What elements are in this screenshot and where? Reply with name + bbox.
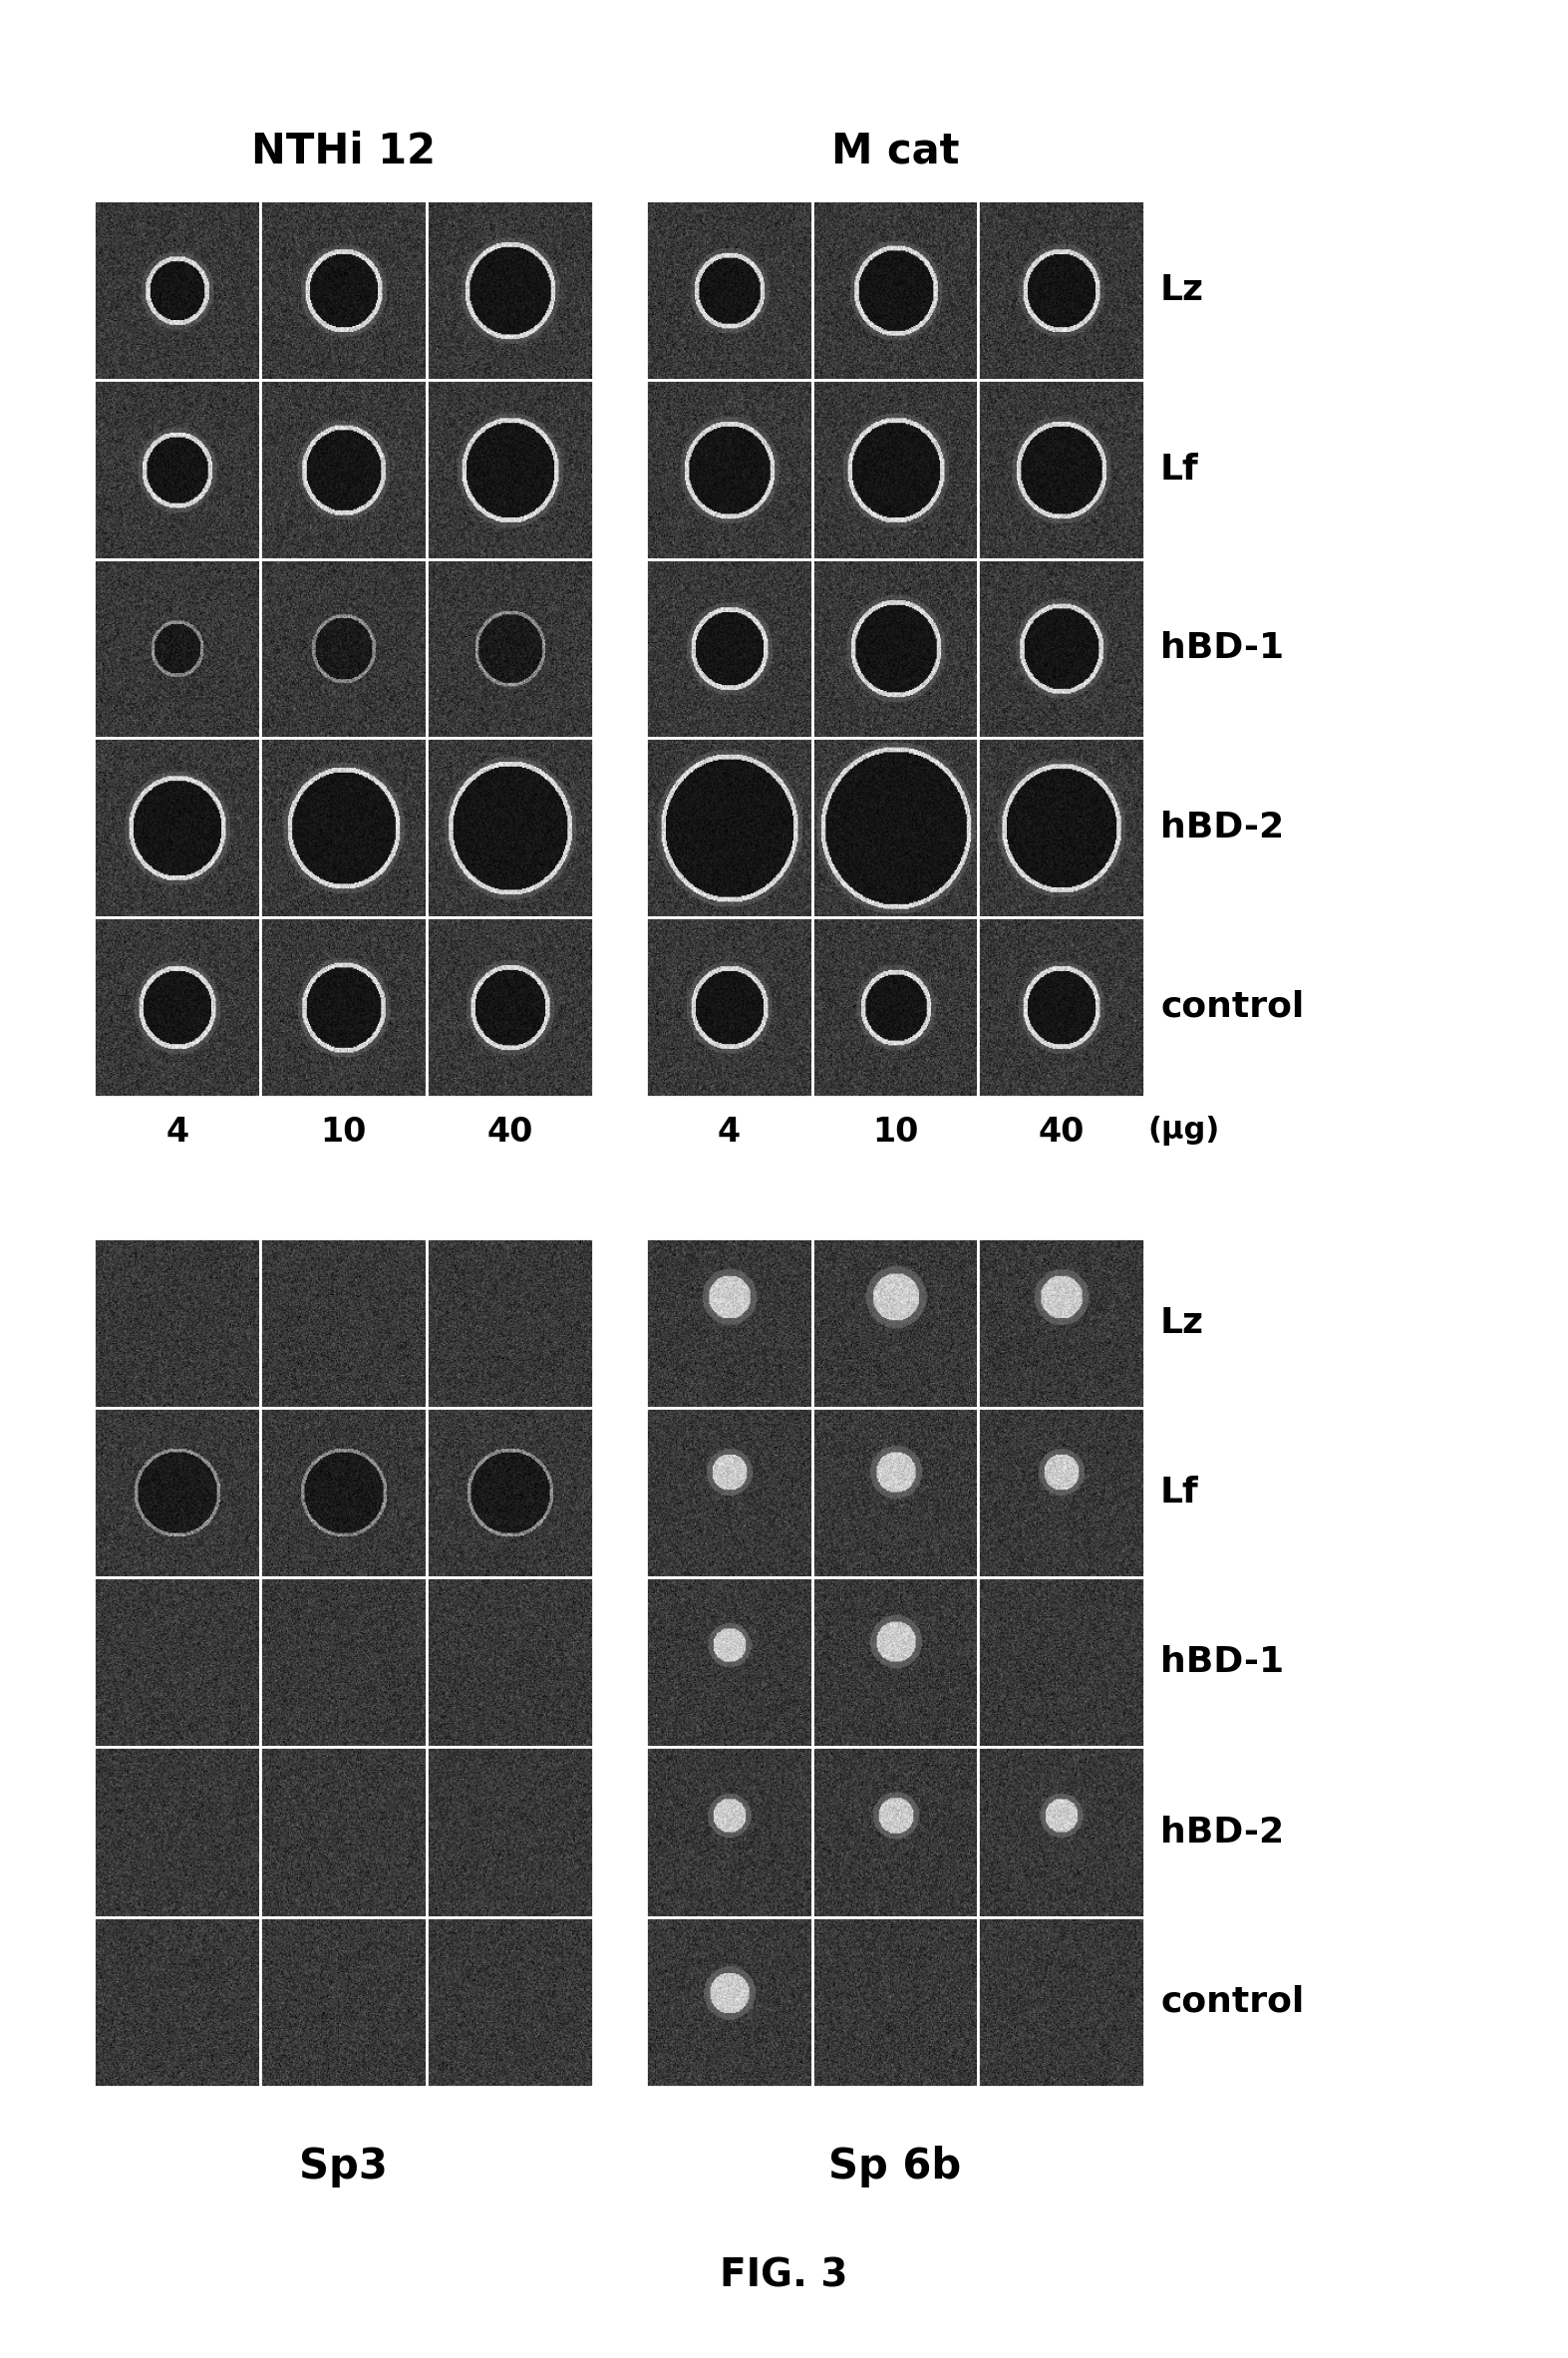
Text: hBD-1: hBD-1 (1160, 632, 1284, 665)
Text: 10: 10 (872, 1115, 919, 1148)
Text: 40: 40 (1038, 1115, 1085, 1148)
Text: (μg): (μg) (1148, 1115, 1220, 1146)
Text: Lz: Lz (1160, 274, 1204, 307)
Text: hBD-2: hBD-2 (1160, 1816, 1284, 1849)
Text: 40: 40 (486, 1115, 533, 1148)
Text: 4: 4 (166, 1115, 188, 1148)
Text: 4: 4 (717, 1115, 740, 1148)
Text: Sp3: Sp3 (299, 2146, 387, 2188)
Text: Lf: Lf (1160, 453, 1200, 486)
Text: hBD-2: hBD-2 (1160, 811, 1284, 844)
Text: 10: 10 (320, 1115, 367, 1148)
Text: Sp 6b: Sp 6b (829, 2146, 961, 2188)
Text: M cat: M cat (831, 130, 960, 172)
Text: control: control (1160, 990, 1305, 1023)
Text: Lz: Lz (1160, 1306, 1204, 1339)
Text: Lf: Lf (1160, 1476, 1200, 1509)
Text: FIG. 3: FIG. 3 (720, 2257, 848, 2294)
Text: control: control (1160, 1985, 1305, 2018)
Text: NTHi 12: NTHi 12 (251, 130, 436, 172)
Text: hBD-1: hBD-1 (1160, 1646, 1284, 1679)
